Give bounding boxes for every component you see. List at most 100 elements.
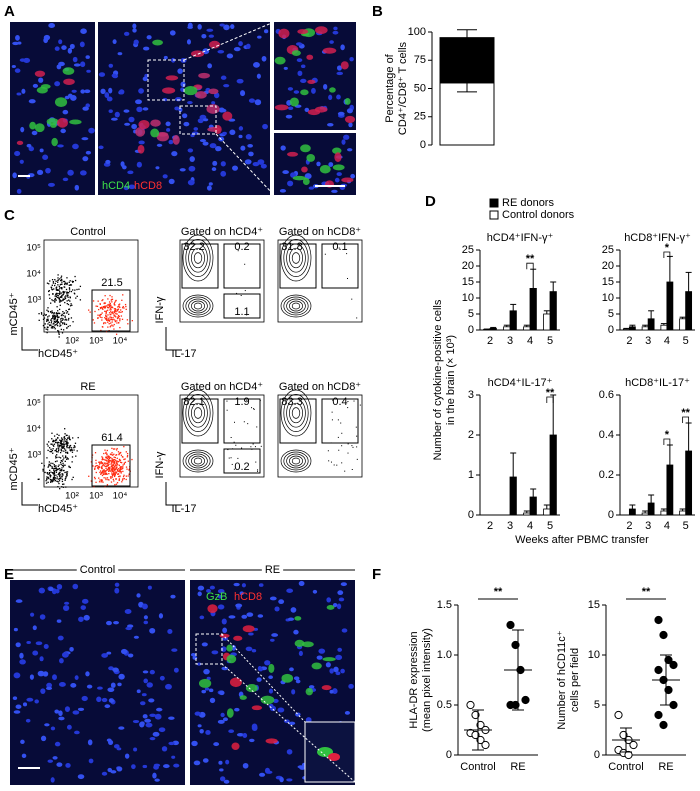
event — [88, 309, 90, 311]
event — [347, 407, 349, 409]
event — [101, 465, 104, 467]
event — [120, 466, 123, 468]
nucleus — [50, 777, 55, 783]
nucleus — [58, 39, 63, 45]
event — [107, 455, 110, 457]
bar — [647, 502, 655, 516]
event — [52, 439, 54, 442]
event — [111, 298, 114, 301]
event — [58, 482, 60, 485]
group-label: RE — [265, 564, 280, 576]
nucleus — [12, 41, 19, 46]
event — [48, 294, 50, 296]
event — [115, 467, 117, 469]
event — [124, 461, 127, 463]
event — [255, 461, 257, 463]
event — [70, 450, 72, 452]
nucleus — [31, 130, 38, 136]
nucleus — [283, 66, 288, 70]
contour — [182, 389, 214, 437]
event — [54, 316, 57, 318]
event — [104, 317, 106, 319]
significance: ** — [494, 586, 503, 598]
event — [46, 457, 48, 459]
event — [341, 445, 343, 447]
event — [241, 447, 243, 449]
event — [58, 333, 60, 335]
stain — [233, 635, 243, 641]
nucleus — [61, 45, 67, 50]
event — [240, 295, 242, 297]
nucleus — [54, 46, 60, 51]
stain — [305, 687, 314, 696]
event — [110, 318, 112, 320]
event — [47, 477, 49, 479]
event — [114, 463, 116, 465]
event — [101, 467, 103, 470]
event — [108, 304, 110, 306]
nucleus — [268, 675, 273, 680]
event — [72, 280, 75, 283]
nucleus — [233, 582, 240, 587]
nucleus — [341, 139, 346, 145]
event — [105, 457, 107, 459]
event — [246, 399, 248, 401]
y-tick-label: 15 — [602, 276, 614, 288]
contour — [182, 449, 214, 473]
nucleus — [79, 41, 85, 48]
nucleus — [304, 173, 312, 180]
nucleus — [208, 34, 215, 38]
stain — [294, 616, 302, 621]
event — [65, 456, 67, 459]
stain — [294, 639, 305, 647]
x-tick-label: 10³ — [89, 491, 103, 502]
event — [244, 263, 246, 265]
event — [62, 329, 65, 331]
event — [116, 468, 119, 471]
nucleus — [291, 689, 296, 695]
event — [55, 289, 58, 291]
nucleus — [166, 127, 171, 132]
nucleus — [328, 162, 334, 168]
event — [102, 457, 104, 459]
bar — [529, 496, 537, 516]
quadrant-value: 32.2 — [183, 241, 204, 253]
event — [101, 462, 104, 464]
nucleus — [28, 99, 36, 104]
event — [108, 459, 111, 462]
event — [60, 440, 62, 442]
event — [64, 319, 66, 321]
nucleus — [329, 689, 334, 694]
event — [122, 478, 124, 480]
event — [107, 464, 109, 467]
stain — [300, 144, 311, 153]
event — [60, 448, 62, 450]
nucleus — [247, 143, 253, 148]
nucleus — [257, 159, 265, 165]
event — [324, 253, 326, 255]
nucleus — [96, 696, 102, 703]
event — [91, 454, 94, 456]
event — [105, 330, 108, 333]
event — [125, 308, 127, 311]
y-tick-label: 0 — [608, 509, 614, 521]
dot — [476, 735, 485, 745]
event — [110, 456, 112, 459]
event — [63, 436, 65, 438]
x-tick-label: 5 — [547, 520, 553, 532]
stain — [274, 56, 286, 65]
event — [62, 459, 64, 461]
event — [126, 456, 129, 458]
nucleus — [167, 629, 173, 635]
event — [60, 441, 62, 443]
event — [53, 475, 56, 477]
event — [68, 317, 70, 320]
event — [100, 313, 102, 316]
event — [62, 310, 64, 313]
event — [89, 311, 91, 313]
x-label: IL-17 — [171, 503, 196, 515]
event — [48, 477, 50, 480]
event — [341, 432, 343, 434]
stain — [198, 678, 212, 688]
event — [68, 438, 71, 440]
